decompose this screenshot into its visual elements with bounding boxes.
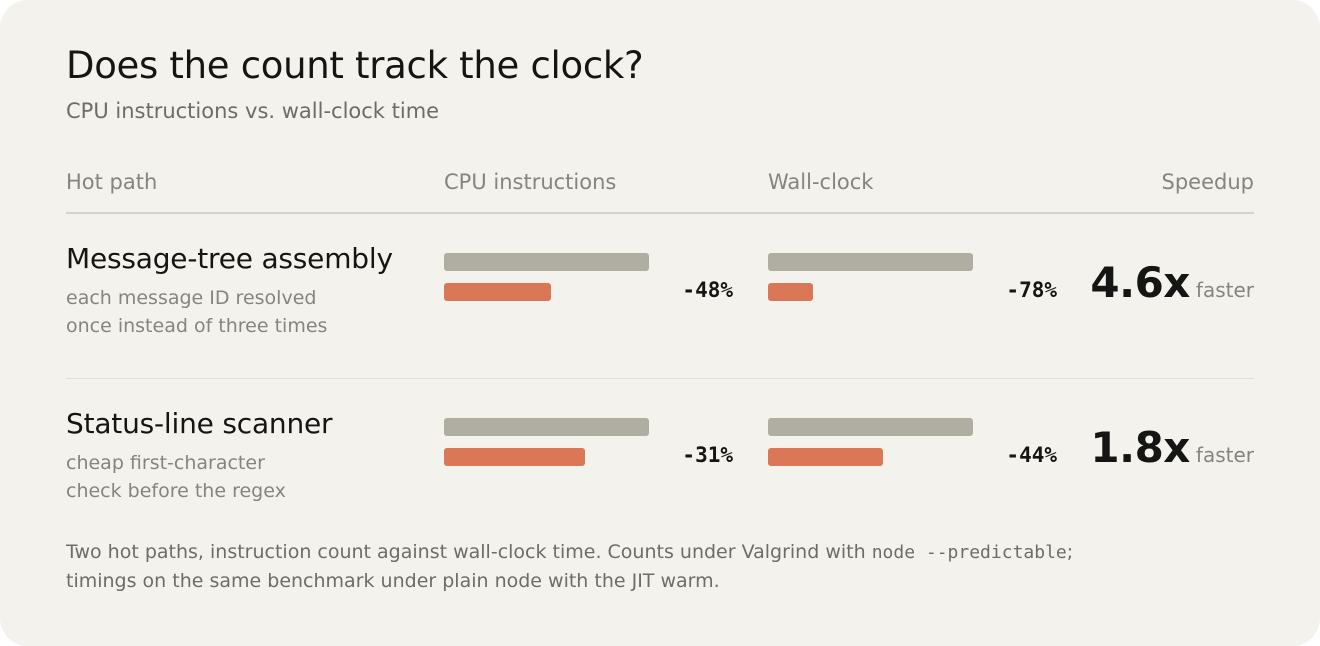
wall-before-bar xyxy=(768,418,973,436)
column-header-cpu: CPU instructions xyxy=(444,170,617,194)
row-description-line: cheap first-character xyxy=(66,452,265,474)
wall-after-bar xyxy=(768,283,813,301)
wall-before-bar xyxy=(768,253,973,271)
footnote: Two hot paths, instruction count against… xyxy=(66,538,1246,596)
row-divider xyxy=(66,378,1254,379)
speedup-value: 4.6x faster xyxy=(1090,258,1254,307)
speedup-number: 1.8x xyxy=(1090,423,1190,472)
wall-delta-label: -44% xyxy=(1006,443,1057,467)
row-description: each message ID resolved once instead of… xyxy=(66,284,396,340)
column-header-speedup: Speedup xyxy=(1161,170,1254,194)
speedup-value: 1.8x faster xyxy=(1090,423,1254,472)
speedup-number: 4.6x xyxy=(1090,258,1190,307)
cpu-before-bar xyxy=(444,418,649,436)
chart-subtitle: CPU instructions vs. wall-clock time xyxy=(66,99,440,123)
footnote-text: ; xyxy=(1066,541,1074,563)
footnote-code: node --predictable xyxy=(871,542,1067,563)
cpu-delta-label: -31% xyxy=(682,443,733,467)
row-name: Message-tree assembly xyxy=(66,242,393,275)
chart-title: Does the count track the clock? xyxy=(66,44,644,87)
speedup-word: faster xyxy=(1195,278,1254,302)
row-description-line: check before the regex xyxy=(66,480,286,502)
cpu-delta-label: -48% xyxy=(682,278,733,302)
column-header-wall: Wall-clock xyxy=(768,170,874,194)
row-description: cheap first-character check before the r… xyxy=(66,449,396,505)
wall-delta-label: -78% xyxy=(1006,278,1057,302)
column-header-hot-path: Hot path xyxy=(66,170,158,194)
row-description-line: each message ID resolved xyxy=(66,287,317,309)
cpu-before-bar xyxy=(444,253,649,271)
header-divider xyxy=(66,212,1254,214)
footnote-text: timings on the same benchmark under plai… xyxy=(66,570,720,592)
footnote-text: Two hot paths, instruction count against… xyxy=(66,541,872,563)
row-name: Status-line scanner xyxy=(66,407,333,440)
row-description-line: once instead of three times xyxy=(66,315,328,337)
speedup-word: faster xyxy=(1195,443,1254,467)
cpu-after-bar xyxy=(444,283,551,301)
cpu-after-bar xyxy=(444,448,585,466)
wall-after-bar xyxy=(768,448,883,466)
